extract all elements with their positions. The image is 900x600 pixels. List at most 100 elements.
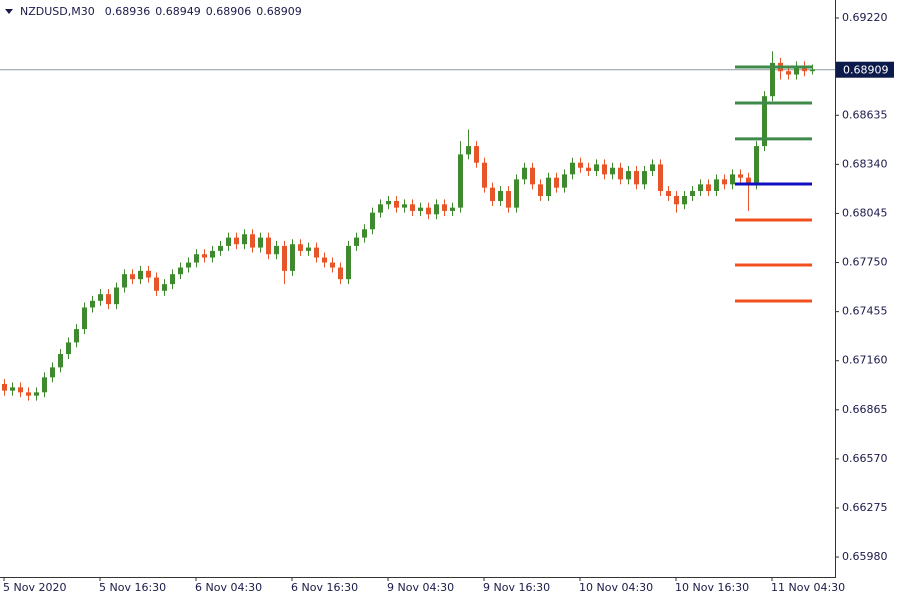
candle-body	[394, 200, 399, 208]
candle-body	[506, 191, 511, 208]
x-tick-label: 5 Nov 2020	[3, 581, 66, 594]
candle-body	[42, 377, 47, 393]
candle-body	[250, 234, 255, 248]
candle-body	[578, 162, 583, 168]
candle-body	[290, 244, 295, 271]
candle-body	[242, 234, 247, 245]
x-tick-label: 9 Nov 16:30	[483, 581, 550, 594]
candle-body	[442, 204, 447, 211]
candle-body	[10, 387, 15, 391]
header-value: 0.68909	[256, 5, 302, 18]
candle-body	[386, 200, 391, 205]
y-tick-label: 0.67455	[842, 305, 888, 318]
candle-body	[114, 287, 119, 305]
y-tick-label: 0.66570	[842, 452, 888, 465]
candle-body	[498, 191, 503, 201]
candle-body	[202, 254, 207, 258]
current-price-label: 0.68909	[843, 64, 889, 77]
candle-body	[298, 244, 303, 251]
candle-body	[570, 162, 575, 175]
candle-body	[546, 177, 551, 196]
x-tick-label: 5 Nov 16:30	[99, 581, 166, 594]
candle-body	[514, 179, 519, 208]
candle-body	[34, 392, 39, 396]
x-tick-label: 9 Nov 04:30	[387, 581, 454, 594]
candle-body	[666, 191, 671, 196]
candle-body	[714, 179, 719, 192]
y-tick-label: 0.68045	[842, 206, 888, 219]
candle-body	[354, 237, 359, 246]
y-tick-label: 0.67750	[842, 256, 888, 269]
candle-body	[474, 146, 479, 163]
symbol-title: NZDUSD,M30	[20, 5, 95, 18]
candle-body	[322, 257, 327, 263]
candle-body	[98, 294, 103, 301]
candle-body	[122, 274, 127, 288]
candle-body	[794, 66, 799, 75]
y-tick-label: 0.68340	[842, 157, 888, 170]
candle-body	[338, 267, 343, 280]
candle-body	[274, 245, 279, 255]
candle-body	[306, 247, 311, 251]
candle-body	[370, 212, 375, 230]
candle-body	[490, 187, 495, 201]
candle-body	[90, 300, 95, 308]
candle-body	[258, 237, 263, 248]
candle-body	[18, 387, 23, 393]
candle-body	[522, 167, 527, 180]
candle-body	[730, 174, 735, 185]
candle-body	[138, 270, 143, 280]
candle-body	[106, 294, 111, 305]
candle-body	[658, 164, 663, 192]
candle-body	[362, 229, 367, 238]
menu-triangle[interactable]	[5, 9, 13, 14]
candle-body	[194, 254, 199, 263]
x-tick-label: 6 Nov 16:30	[291, 581, 358, 594]
candle-body	[706, 184, 711, 192]
candle-body	[330, 262, 335, 268]
y-tick-label: 0.68635	[842, 108, 888, 121]
x-tick-label: 11 Nov 04:30	[771, 581, 845, 594]
candle-body	[626, 171, 631, 180]
candle-body	[178, 267, 183, 275]
candle-body	[282, 245, 287, 271]
y-tick-label: 0.65980	[842, 550, 888, 563]
candle-body	[450, 207, 455, 211]
candle-body	[650, 164, 655, 172]
candle-body	[426, 207, 431, 215]
candle-body	[74, 329, 79, 343]
candle-body	[82, 307, 87, 330]
candle-body	[642, 171, 647, 185]
candle-body	[418, 207, 423, 211]
candle-body	[762, 96, 767, 147]
candle-body	[586, 167, 591, 172]
candle-body	[346, 245, 351, 280]
x-tick-label: 6 Nov 04:30	[195, 581, 262, 594]
chart-header: NZDUSD,M30 0.68936 0.68949 0.68906 0.68909	[20, 5, 302, 18]
candle-body	[682, 195, 687, 205]
candle-body	[58, 354, 63, 368]
header-value: 0.68949	[155, 5, 201, 18]
candle-body	[402, 204, 407, 208]
candle-body	[266, 237, 271, 255]
x-tick-label: 10 Nov 04:30	[579, 581, 653, 594]
candle-body	[610, 167, 615, 175]
y-tick-label: 0.66865	[842, 403, 888, 416]
y-tick-label: 0.66275	[842, 501, 888, 514]
candle-body	[690, 191, 695, 196]
candle-body	[186, 262, 191, 268]
candle-body	[314, 247, 319, 258]
candle-body	[554, 177, 559, 188]
candle-body	[378, 204, 383, 213]
candle-body	[154, 277, 159, 291]
candle-body	[26, 392, 31, 396]
candle-body	[218, 245, 223, 251]
candle-body	[210, 250, 215, 258]
candle-body	[770, 62, 775, 97]
y-tick-label: 0.67160	[842, 354, 888, 367]
candle-body	[746, 177, 751, 185]
candle-body	[50, 367, 55, 378]
candle-body	[634, 171, 639, 185]
candle-body	[674, 195, 679, 205]
